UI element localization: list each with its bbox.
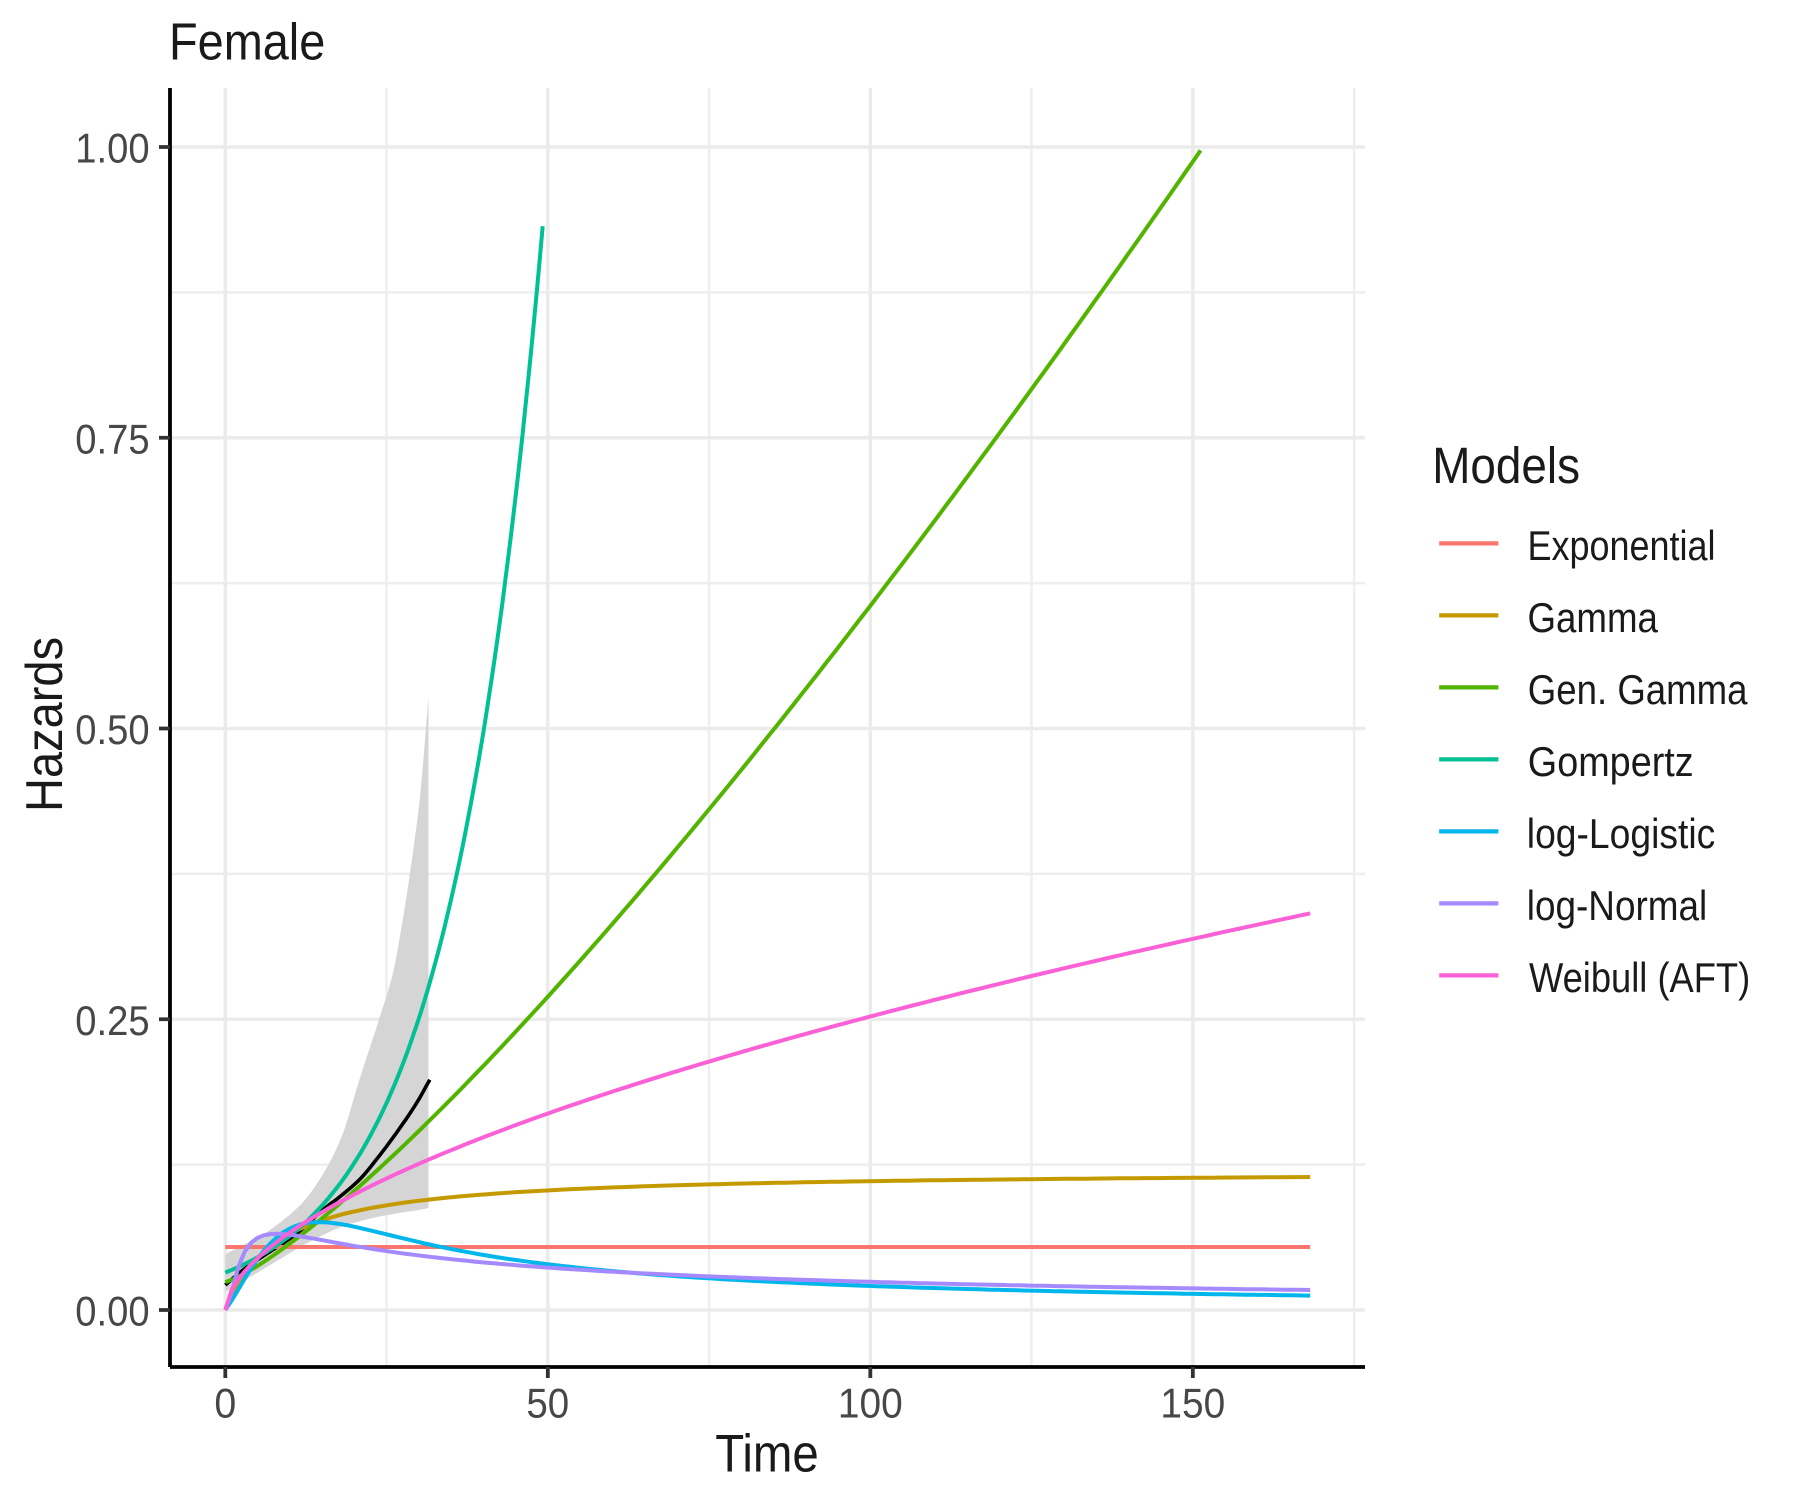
svg-text:Exponential: Exponential <box>1528 523 1716 569</box>
svg-text:1.00: 1.00 <box>75 125 149 172</box>
svg-text:Weibull (AFT): Weibull (AFT) <box>1529 955 1750 1001</box>
svg-text:0: 0 <box>214 1380 236 1427</box>
svg-text:0.50: 0.50 <box>75 706 149 753</box>
svg-text:150: 150 <box>1160 1380 1225 1427</box>
svg-text:Models: Models <box>1432 437 1580 494</box>
svg-text:0.75: 0.75 <box>75 415 149 462</box>
svg-text:0.00: 0.00 <box>75 1288 149 1335</box>
svg-text:50: 50 <box>526 1380 569 1427</box>
svg-text:Gamma: Gamma <box>1528 595 1658 641</box>
svg-text:Hazards: Hazards <box>16 637 74 812</box>
svg-text:log-Normal: log-Normal <box>1527 883 1707 929</box>
svg-text:log-Logistic: log-Logistic <box>1527 811 1716 857</box>
svg-text:Gen. Gamma: Gen. Gamma <box>1528 667 1748 713</box>
svg-text:100: 100 <box>838 1380 903 1427</box>
svg-text:0.25: 0.25 <box>75 997 149 1044</box>
svg-text:Time: Time <box>715 1426 819 1484</box>
svg-text:Female: Female <box>169 13 325 71</box>
svg-text:Gompertz: Gompertz <box>1528 739 1694 785</box>
